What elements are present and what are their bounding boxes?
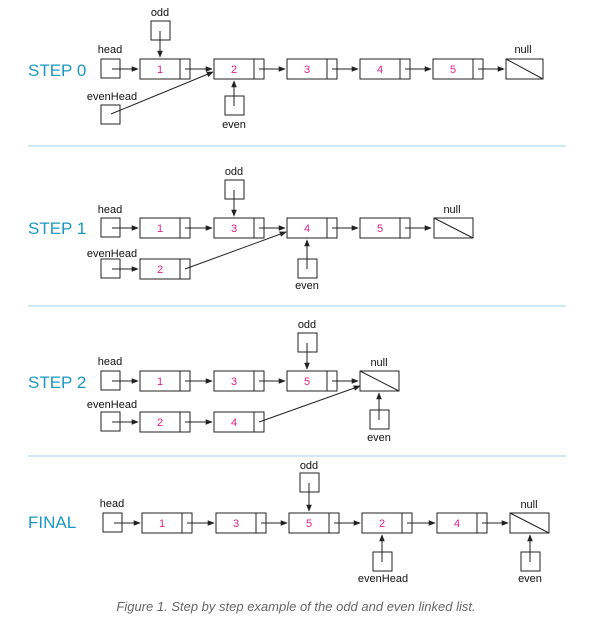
null-slash (359, 370, 400, 392)
head-label: head (98, 44, 122, 56)
list-node (359, 217, 411, 239)
node-value: 5 (306, 518, 312, 530)
list-node (139, 58, 191, 80)
list-node (286, 217, 338, 239)
head-label: head (98, 356, 122, 368)
list-node (288, 512, 340, 534)
null-label: null (370, 357, 387, 369)
pointer-arrow (110, 71, 214, 115)
null-slash (509, 512, 550, 534)
evenhead-label: evenHead (87, 91, 137, 103)
node-value: 5 (377, 223, 383, 235)
list-node (139, 217, 191, 239)
node-value: 3 (231, 223, 237, 235)
node-value: 4 (304, 223, 310, 235)
node-value: 2 (157, 264, 163, 276)
list-node (139, 411, 191, 433)
list-node (436, 512, 488, 534)
evenhead-label: evenHead (358, 573, 408, 585)
step-final-label: FINAL (28, 513, 76, 532)
step-2-diagram: head 1 3 5 odd null even evenHead (87, 319, 400, 444)
node-value: 1 (157, 223, 163, 235)
odd-label: odd (151, 7, 169, 19)
node-value: 4 (454, 518, 460, 530)
figure-caption: Figure 1. Step by step example of the od… (116, 599, 475, 614)
null-slash (433, 217, 474, 239)
list-node (432, 58, 484, 80)
evenhead-label: evenHead (87, 399, 137, 411)
node-value: 2 (231, 64, 237, 76)
list-node (286, 58, 338, 80)
null-label: null (514, 44, 531, 56)
list-node (286, 370, 338, 392)
list-node (213, 217, 265, 239)
list-node (213, 411, 265, 433)
head-label: head (98, 204, 122, 216)
step-1-label: STEP 1 (28, 219, 86, 238)
null-label: null (520, 499, 537, 511)
head-label: head (100, 498, 124, 510)
node-value: 3 (231, 376, 237, 388)
step-0-diagram: head 1 odd 2 even 3 4 5 (87, 7, 544, 131)
even-label: even (222, 119, 246, 131)
node-value: 5 (450, 64, 456, 76)
final-diagram: head 1 3 5 odd 2 evenHead 4 (100, 460, 550, 585)
list-node (359, 58, 411, 80)
step-1-diagram: head 1 3 odd 4 even 5 null e (87, 166, 474, 292)
even-label: even (518, 573, 542, 585)
node-value: 4 (231, 417, 237, 429)
list-node (213, 370, 265, 392)
node-value: 2 (379, 518, 385, 530)
odd-label: odd (300, 460, 318, 472)
odd-label: odd (225, 166, 243, 178)
step-2-label: STEP 2 (28, 373, 86, 392)
node-value: 5 (304, 376, 310, 388)
node-value: 3 (304, 64, 310, 76)
node-value: 2 (157, 417, 163, 429)
next-arrow (184, 231, 287, 270)
even-label: even (295, 280, 319, 292)
null-label: null (443, 204, 460, 216)
odd-label: odd (298, 319, 316, 331)
node-value: 3 (233, 518, 239, 530)
evenhead-pointer-box (100, 104, 121, 125)
evenhead-label: evenHead (87, 248, 137, 260)
list-node (139, 370, 191, 392)
list-node (215, 512, 267, 534)
list-node (139, 258, 191, 280)
list-node (361, 512, 413, 534)
node-value: 1 (157, 64, 163, 76)
list-node (213, 58, 265, 80)
step-0-label: STEP 0 (28, 61, 86, 80)
next-arrow (258, 385, 361, 423)
node-value: 1 (157, 376, 163, 388)
even-label: even (367, 432, 391, 444)
node-value: 1 (159, 518, 165, 530)
list-node (141, 512, 193, 534)
node-value: 4 (377, 64, 383, 76)
null-slash (505, 58, 544, 80)
